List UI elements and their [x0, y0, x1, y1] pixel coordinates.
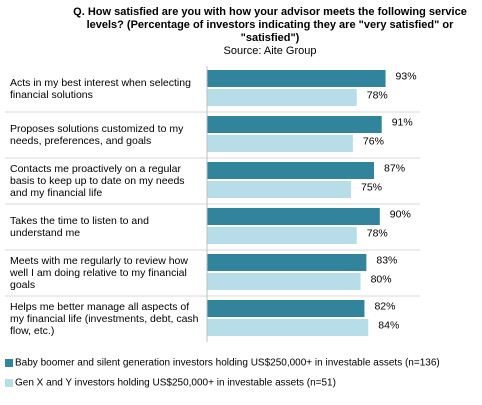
- value-label: 75%: [361, 181, 382, 193]
- bar: [207, 70, 386, 87]
- category-label: Meets with me regularly to review how we…: [10, 255, 188, 291]
- bar: [207, 135, 353, 152]
- value-label: 78%: [367, 227, 388, 239]
- chart-subtitle: Source: Aite Group: [223, 45, 317, 57]
- value-label: 76%: [363, 135, 384, 147]
- category-label: Contacts me proactively on a regular bas…: [10, 163, 185, 199]
- value-label: 83%: [376, 254, 397, 266]
- category-label: Proposes solutions customized to my need…: [10, 123, 184, 147]
- value-label: 82%: [374, 300, 395, 312]
- value-label: 90%: [390, 208, 411, 220]
- category-label: Acts in my best interest when selecting …: [10, 77, 191, 101]
- bar: [207, 227, 357, 244]
- bar: [207, 208, 380, 225]
- bar: [207, 254, 367, 271]
- category-label: Takes the time to listen to and understa…: [10, 215, 149, 239]
- bar: [207, 89, 357, 106]
- value-label: 80%: [371, 273, 392, 285]
- chart-title: Q. How satisfied are you with how your a…: [73, 6, 467, 44]
- legend-swatch: [5, 359, 13, 367]
- bar: [207, 181, 351, 198]
- value-label: 93%: [396, 70, 417, 82]
- bar: [207, 273, 361, 290]
- category-label: Helps me better manage all aspects of my…: [10, 301, 199, 337]
- legend-label: Baby boomer and silent generation invest…: [15, 358, 440, 369]
- bar: [207, 300, 365, 317]
- value-label: 84%: [378, 319, 399, 331]
- bar: [207, 319, 369, 336]
- value-label: 78%: [367, 89, 388, 101]
- value-label: 91%: [392, 116, 413, 128]
- bar: [207, 162, 375, 179]
- legend-label: Gen X and Y investors holding US$250,000…: [15, 378, 336, 389]
- bar: [207, 116, 382, 133]
- legend-swatch: [5, 379, 13, 387]
- value-label: 87%: [384, 162, 405, 174]
